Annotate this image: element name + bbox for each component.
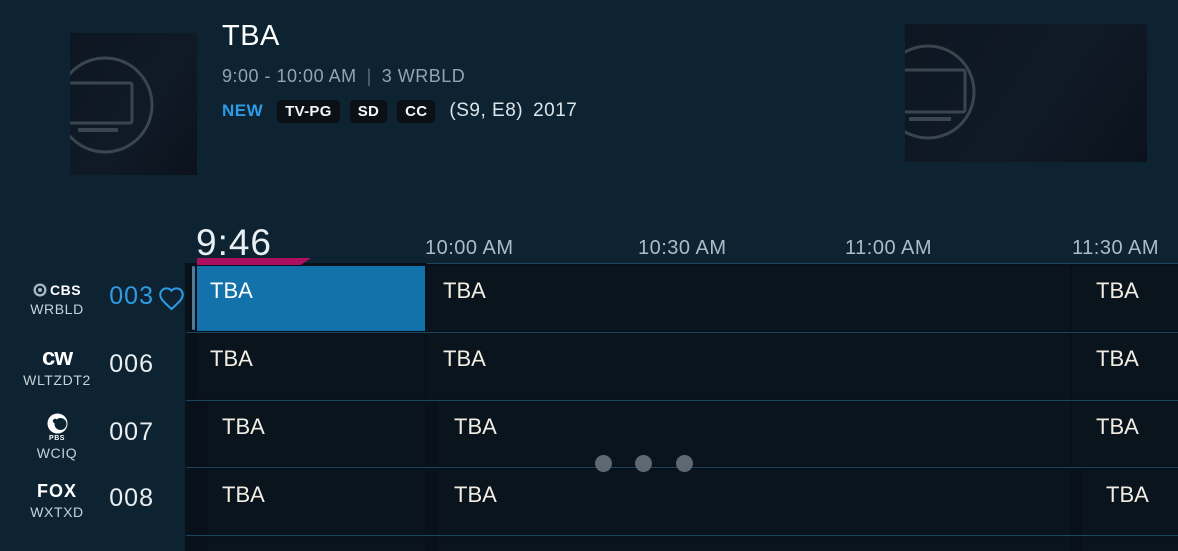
channel-callsign: WLTZDT2 xyxy=(23,372,91,388)
program-thumbnail-right xyxy=(905,24,1147,162)
favorite-heart-icon[interactable] xyxy=(158,286,185,311)
loading-dots xyxy=(676,455,693,472)
meta-separator: | xyxy=(366,66,372,86)
tv-monitor-circle-icon xyxy=(905,44,976,140)
channel-callsign: WXTXD xyxy=(30,504,84,520)
sd-badge: SD xyxy=(349,99,388,123)
program-badges: NEW TV-PG SD CC (S9, E8) 2017 xyxy=(222,98,577,124)
program-cell[interactable]: TBA xyxy=(1082,470,1178,535)
timeline-slot: 11:30 AM xyxy=(1072,237,1160,259)
tv-monitor-circle-icon xyxy=(70,56,154,154)
channel-callsign: WCIQ xyxy=(36,445,78,461)
program-cell[interactable]: TBA xyxy=(208,402,425,466)
program-cell[interactable]: TBA xyxy=(208,470,425,535)
channel-number[interactable]: 003 xyxy=(109,282,154,310)
rating-badge: TV-PG xyxy=(277,99,340,123)
current-time: 9:46 xyxy=(196,222,273,263)
episode-info: (S9, E8) xyxy=(449,100,524,121)
cc-badge: CC xyxy=(397,99,436,123)
program-cell[interactable]: TBA xyxy=(1072,334,1178,399)
program-meta: 9:00 - 10:00 AM | 3 WRBLD xyxy=(222,66,465,87)
current-time-progress-bar xyxy=(197,258,311,265)
program-cell[interactable]: TBA xyxy=(427,334,1070,399)
program-cell-partial[interactable] xyxy=(438,537,1070,551)
program-cell[interactable]: TBA xyxy=(1072,266,1178,331)
channel-entry-wciq[interactable]: PBS WCIQ xyxy=(18,413,96,461)
program-cell[interactable]: TBA xyxy=(427,266,1070,331)
program-cell[interactable]: TBA xyxy=(438,402,1070,466)
loading-dots xyxy=(635,455,652,472)
cbs-eye-icon xyxy=(33,283,47,297)
scroll-thumb[interactable] xyxy=(192,266,195,330)
timeline-slot: 10:00 AM xyxy=(425,237,514,259)
channel-entry-wrbld[interactable]: CBS WRBLD xyxy=(18,282,96,317)
program-year: 2017 xyxy=(533,100,578,121)
program-channel: 3 WRBLD xyxy=(381,66,466,86)
program-cell-selected[interactable]: TBA xyxy=(197,266,425,331)
new-badge: NEW xyxy=(222,101,264,120)
fox-logo: FOX xyxy=(36,481,77,501)
cw-logo: cw xyxy=(41,344,73,371)
channel-entry-wltzdt2[interactable]: cw WLTZDT2 xyxy=(18,344,96,389)
program-cell[interactable]: TBA xyxy=(438,470,1070,535)
channel-number[interactable]: 008 xyxy=(109,484,154,512)
program-cell[interactable]: TBA xyxy=(197,334,425,399)
channel-number[interactable]: 007 xyxy=(109,418,154,446)
grid-line xyxy=(186,535,1178,536)
pbs-logo: PBS xyxy=(47,413,68,442)
program-cell[interactable]: TBA xyxy=(1072,402,1178,466)
grid-line xyxy=(427,263,1178,264)
pbs-circle-face-icon xyxy=(47,413,67,434)
cbs-logo: CBS xyxy=(33,282,81,298)
grid-line xyxy=(186,332,1178,333)
channel-callsign: WRBLD xyxy=(30,301,84,317)
program-time-range: 9:00 - 10:00 AM xyxy=(222,66,357,86)
program-cell-partial[interactable] xyxy=(1082,537,1178,551)
network-name: CBS xyxy=(49,282,82,298)
program-thumbnail-left xyxy=(70,33,197,175)
channel-entry-wxtxd[interactable]: FOX WXTXD xyxy=(18,481,96,520)
program-title: TBA xyxy=(222,20,280,52)
loading-dots xyxy=(595,455,612,472)
timeline-slot: 10:30 AM xyxy=(638,237,727,259)
network-name: PBS xyxy=(49,435,65,442)
channel-number[interactable]: 006 xyxy=(109,350,154,378)
timeline-slot: 11:00 AM xyxy=(845,237,933,259)
grid-line xyxy=(186,400,1178,401)
program-cell-partial[interactable] xyxy=(208,537,425,551)
